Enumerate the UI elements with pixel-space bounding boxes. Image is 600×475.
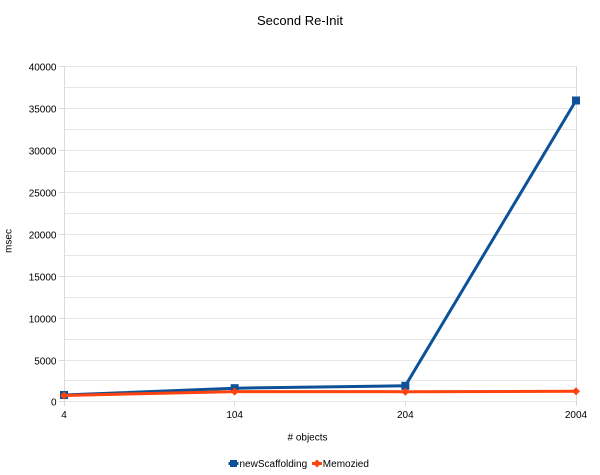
- svg-text:# objects: # objects: [287, 433, 327, 444]
- svg-text:msec: msec: [4, 229, 15, 253]
- svg-text:10000: 10000: [29, 315, 57, 326]
- svg-text:25000: 25000: [29, 189, 57, 200]
- svg-text:40000: 40000: [29, 63, 57, 74]
- svg-text:newScaffolding: newScaffolding: [240, 459, 308, 470]
- svg-text:Second Re-Init: Second Re-Init: [257, 13, 343, 28]
- svg-text:15000: 15000: [29, 273, 57, 284]
- svg-text:104: 104: [226, 410, 243, 421]
- svg-text:Memozied: Memozied: [323, 459, 369, 470]
- svg-text:30000: 30000: [29, 147, 57, 158]
- svg-text:5000: 5000: [34, 357, 57, 368]
- svg-text:204: 204: [397, 410, 414, 421]
- svg-text:35000: 35000: [29, 105, 57, 116]
- svg-text:0: 0: [51, 398, 57, 409]
- svg-text:2004: 2004: [565, 410, 588, 421]
- svg-text:4: 4: [61, 410, 67, 421]
- svg-text:20000: 20000: [29, 231, 57, 242]
